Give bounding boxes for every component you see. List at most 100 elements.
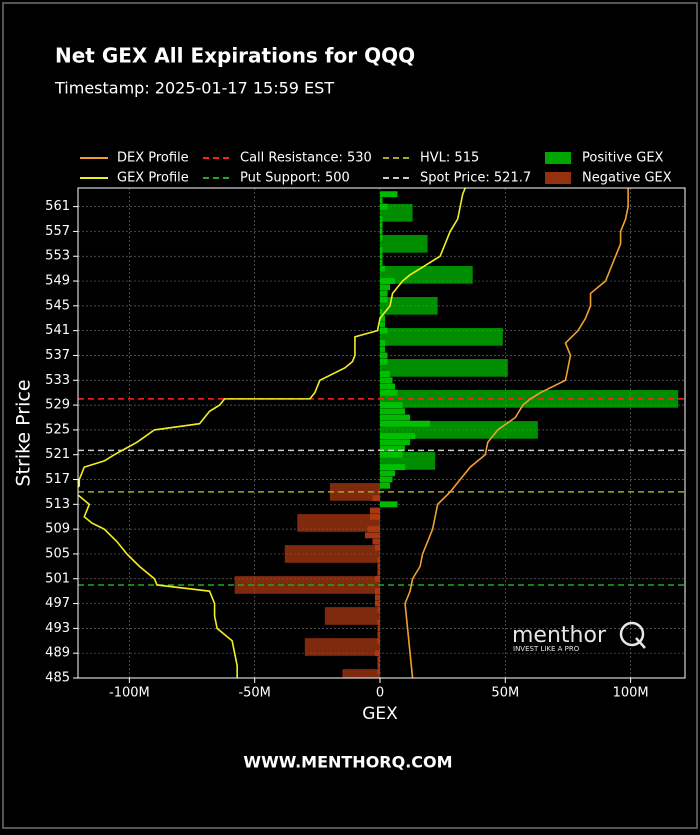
profile-line <box>404 188 629 678</box>
legend-label: Spot Price: 521.7 <box>420 171 531 186</box>
bar <box>379 377 393 384</box>
bar <box>379 352 388 359</box>
legend-label: Call Resistance: 530 <box>240 151 372 166</box>
bar <box>379 265 386 272</box>
bar <box>379 445 406 452</box>
y-tick-label: 505 <box>45 546 70 561</box>
bar <box>374 600 380 607</box>
y-tick-label: 501 <box>45 571 70 586</box>
bar <box>369 507 380 514</box>
x-tick-label: -50M <box>238 686 270 701</box>
x-tick-label: 100M <box>613 686 649 701</box>
x-tick-label: -100M <box>109 686 150 701</box>
y-tick-label: 497 <box>45 596 70 611</box>
bar <box>364 532 380 539</box>
legend-label: Positive GEX <box>582 151 664 166</box>
legend-swatch <box>545 172 571 184</box>
bar <box>379 451 403 458</box>
y-tick-label: 557 <box>45 224 70 239</box>
bar <box>379 439 411 446</box>
bar <box>369 513 380 520</box>
bar <box>379 191 398 198</box>
bar <box>374 544 380 551</box>
bar <box>372 538 380 545</box>
legend-swatch <box>545 152 571 164</box>
bar <box>284 545 380 563</box>
watermark-brand: menthor <box>512 623 607 648</box>
bar <box>377 625 380 632</box>
profile-line <box>78 188 466 678</box>
bar <box>377 631 380 638</box>
chart-title: Net GEX All Expirations for QQQ <box>55 44 415 68</box>
bar <box>379 470 396 477</box>
watermark: menthor Q INVEST LIKE A PRO <box>512 621 646 653</box>
bar <box>379 290 388 297</box>
y-tick-label: 529 <box>45 398 70 413</box>
bar <box>379 358 388 365</box>
bar <box>304 638 380 656</box>
legend-label: Negative GEX <box>582 171 672 186</box>
x-axis-label: GEX <box>362 704 398 724</box>
x-tick-label: 0 <box>376 686 384 701</box>
plot-area <box>78 188 685 678</box>
plot-frame <box>77 187 686 679</box>
bar <box>379 234 383 241</box>
bar <box>377 563 380 570</box>
legend-label: DEX Profile <box>117 151 189 166</box>
y-tick-label: 513 <box>45 497 70 512</box>
y-tick-label: 561 <box>45 199 70 214</box>
bar <box>374 575 380 582</box>
bar <box>329 483 380 501</box>
y-axis-label: Strike Price <box>13 379 35 486</box>
bar <box>379 321 386 328</box>
y-tick-label: 525 <box>45 422 70 437</box>
bar <box>377 662 380 669</box>
bar <box>374 594 380 601</box>
bar <box>377 656 380 663</box>
bar <box>379 284 391 291</box>
bar <box>379 259 383 266</box>
bar <box>342 669 380 678</box>
bar <box>379 476 393 483</box>
y-tick-label: 493 <box>45 621 70 636</box>
bar <box>379 501 398 508</box>
y-tick-label: 509 <box>45 522 70 537</box>
bar <box>379 234 428 253</box>
bar <box>379 389 398 396</box>
bar <box>379 197 383 204</box>
legend-label: HVL: 515 <box>420 151 479 166</box>
bar <box>379 253 383 260</box>
y-tick-label: 485 <box>45 671 70 686</box>
bar <box>377 606 380 613</box>
y-tick-label: 537 <box>45 348 70 363</box>
bar <box>377 637 380 644</box>
bar <box>379 359 508 377</box>
bar <box>379 228 383 235</box>
y-tick-label: 553 <box>45 249 70 264</box>
bar <box>379 222 383 229</box>
bar <box>297 514 380 532</box>
bar <box>379 408 406 415</box>
x-tick-label: 50M <box>491 686 519 701</box>
y-tick-label: 545 <box>45 298 70 313</box>
y-tick-label: 541 <box>45 323 70 338</box>
chart-subtitle: Timestamp: 2025-01-17 15:59 EST <box>54 79 334 98</box>
bar <box>379 327 388 334</box>
y-tick-label: 521 <box>45 447 70 462</box>
bar <box>377 668 380 675</box>
watermark-ring <box>619 621 645 647</box>
y-tick-label: 549 <box>45 274 70 289</box>
bar <box>379 297 438 315</box>
legend-label: GEX Profile <box>117 171 189 186</box>
bar <box>379 420 431 427</box>
bar <box>379 383 396 390</box>
bar <box>379 482 391 489</box>
bar <box>379 346 386 353</box>
watermark-tagline: INVEST LIKE A PRO <box>513 645 580 653</box>
bar <box>234 576 380 594</box>
bar <box>377 569 380 576</box>
y-tick-label: 489 <box>45 646 70 661</box>
bar <box>379 265 473 284</box>
